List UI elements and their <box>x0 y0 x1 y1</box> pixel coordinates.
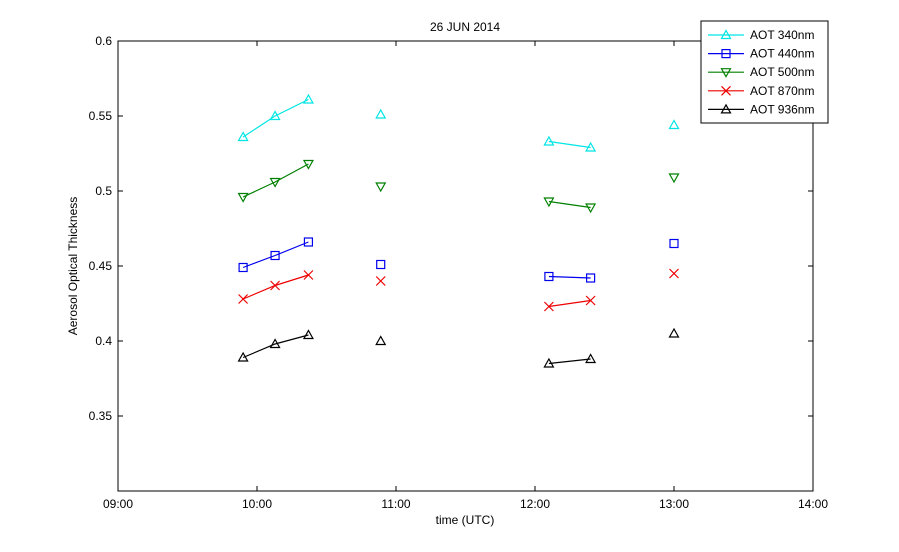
series-aot-936nm <box>237 327 680 368</box>
series-layer <box>237 93 680 368</box>
y-tick-label: 0.5 <box>95 184 112 198</box>
data-point <box>375 182 387 193</box>
y-tick-label: 0.35 <box>89 409 113 423</box>
legend-marker <box>720 29 732 40</box>
x-marker-stroke <box>669 268 679 279</box>
axes <box>117 40 814 492</box>
data-point <box>668 119 680 130</box>
plot-area <box>117 40 814 492</box>
data-point <box>543 197 555 208</box>
data-point <box>543 135 555 146</box>
y-axis-label: Aerosol Optical Thickness <box>66 197 80 336</box>
series-line <box>242 163 309 198</box>
series-line <box>548 140 591 149</box>
legend-label: AOT 870nm <box>750 84 814 98</box>
series-line <box>548 299 591 308</box>
legend-item: AOT 340nm <box>708 28 814 42</box>
series-line <box>548 358 591 365</box>
data-point <box>303 270 314 280</box>
data-point <box>375 108 387 119</box>
x-marker-stroke <box>543 301 554 312</box>
data-point <box>669 268 679 279</box>
x-tick-label: 10:00 <box>242 497 272 511</box>
data-point <box>238 294 249 304</box>
series-line <box>548 200 591 209</box>
data-point <box>303 237 314 247</box>
x-tick-label: 12:00 <box>520 497 550 511</box>
data-point <box>668 327 680 338</box>
data-point <box>585 353 597 364</box>
y-tick-label: 0.55 <box>89 109 113 123</box>
legend-item: AOT 870nm <box>708 84 814 98</box>
y-tick-label: 0.4 <box>95 334 112 348</box>
x-marker-stroke <box>270 280 280 291</box>
data-point <box>269 177 281 188</box>
legend-label: AOT 440nm <box>750 47 814 61</box>
data-point <box>375 335 387 346</box>
data-point <box>237 351 249 362</box>
x-tick-label: 09:00 <box>103 497 133 511</box>
series-line <box>242 98 309 138</box>
data-point <box>269 110 281 121</box>
x-marker-stroke <box>238 294 249 304</box>
data-point <box>585 273 596 283</box>
data-point <box>269 338 281 349</box>
data-point <box>302 159 314 170</box>
tick-labels: 09:00 10:00 11:00 12:00 13:00 14:00 0.35 0.4 0.4… <box>89 34 829 511</box>
data-point <box>585 203 597 214</box>
data-point <box>585 295 596 306</box>
x-marker-stroke <box>585 295 596 306</box>
y-tick-label: 0.6 <box>95 34 112 48</box>
legend-label: AOT 340nm <box>750 28 814 42</box>
series-line <box>548 275 591 279</box>
legend-item: AOT 500nm <box>708 65 814 79</box>
chart-title: 26 JUN 2014 <box>430 20 500 34</box>
data-point <box>543 357 555 368</box>
series-aot-870nm <box>238 268 679 312</box>
legend-label: AOT 936nm <box>750 102 814 116</box>
series-aot-500nm <box>237 159 680 214</box>
data-point <box>237 131 249 142</box>
data-point <box>238 262 248 273</box>
data-point <box>544 271 554 282</box>
data-point <box>375 276 386 286</box>
data-point <box>237 192 249 203</box>
data-point <box>302 329 314 340</box>
x-marker-stroke <box>375 276 386 286</box>
legend: AOT 340nm AOT 440nm AOT 500nm AOT 870nm AOT … <box>700 20 829 124</box>
data-point <box>270 250 280 261</box>
series-aot-440nm <box>238 237 679 283</box>
legend-item: AOT 936nm <box>708 102 814 116</box>
data-point <box>543 301 554 312</box>
legend-item: AOT 440nm <box>708 47 814 61</box>
legend-marker <box>721 85 731 96</box>
data-point <box>668 173 680 184</box>
legend-label: AOT 500nm <box>750 65 814 79</box>
x-tick-label: 13:00 <box>659 497 689 511</box>
x-tick-label: 14:00 <box>798 497 828 511</box>
series-line <box>242 334 309 359</box>
x-marker-stroke <box>303 270 314 280</box>
x-axis-label: time (UTC) <box>436 513 495 527</box>
series-aot-340nm <box>237 93 680 152</box>
x-tick-label: 11:00 <box>381 497 410 511</box>
data-point <box>585 141 597 152</box>
data-point <box>669 238 679 249</box>
series-line <box>242 241 309 269</box>
legend-marker <box>720 68 732 78</box>
data-point <box>376 259 386 270</box>
x-marker-stroke <box>721 85 731 96</box>
legend-marker <box>721 48 731 59</box>
data-point <box>270 280 280 291</box>
y-tick-label: 0.45 <box>89 259 113 273</box>
data-point <box>302 93 314 104</box>
legend-marker <box>720 103 732 114</box>
